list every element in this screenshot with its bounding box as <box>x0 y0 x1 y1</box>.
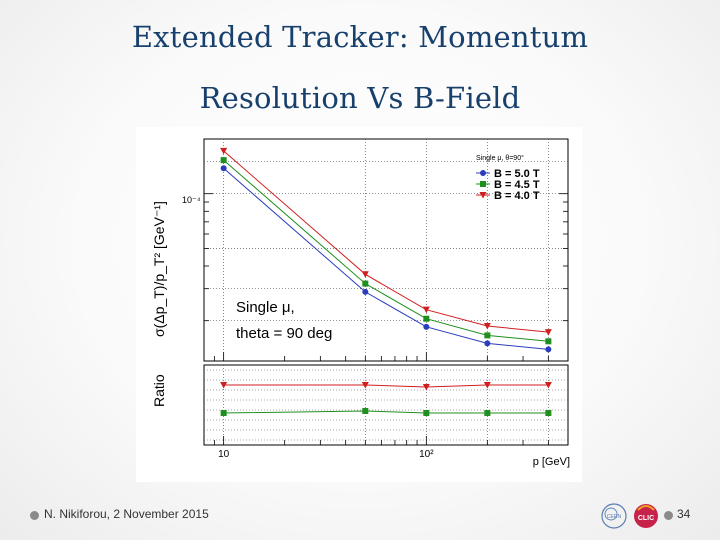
legend-label-1: B = 4.5 T <box>494 179 540 191</box>
legend-label-2: B = 4.0 T <box>494 190 540 202</box>
y-axis-label-ratio: Ratio <box>151 374 167 407</box>
main-series-2-point-2 <box>422 306 430 314</box>
ratio-grid <box>204 365 568 445</box>
main-series-1-point-0 <box>220 157 227 164</box>
ratio-series-1-point-3 <box>483 382 491 389</box>
main-series-1-point-4 <box>545 338 552 345</box>
footer-bullet-right <box>664 511 673 520</box>
legend: Single μ, θ=90° B = 5.0 TB = 4.5 TB = 4.… <box>476 154 540 202</box>
x-tick-label-100: 10² <box>419 449 434 460</box>
main-series-1-point-2 <box>423 315 430 322</box>
chart-svg: σ(Δp_T)/p_T² [GeV⁻¹] 10⁻⁴ Ratio 10 10² p… <box>151 138 570 468</box>
y-tick-label-main: 10⁻⁴ <box>182 195 201 205</box>
slide-title-line1: Extended Tracker: Momentum <box>131 20 589 54</box>
ratio-series-1-point-4 <box>544 382 552 389</box>
axis-ticks <box>203 138 569 445</box>
y-axis-label-main: σ(Δp_T)/p_T² [GeV⁻¹] <box>151 201 167 337</box>
footer-author: N. Nikiforou, 2 November 2015 <box>44 507 209 521</box>
main-series-1-point-1 <box>362 280 369 287</box>
ratio-series-1-point-2 <box>422 384 430 391</box>
annotation-line1: Single μ, <box>236 299 295 316</box>
ratio-series-0-point-0 <box>220 410 227 416</box>
clic-logo-text: CLIC <box>638 515 654 522</box>
legend-title: Single μ, θ=90° <box>476 154 524 162</box>
main-series-2-point-3 <box>483 322 491 330</box>
cern-logo-text: CERN <box>607 514 622 520</box>
footer-logos: CERN CLIC <box>601 503 658 529</box>
main-series-2-point-1 <box>361 271 369 278</box>
slide-title-line2: Resolution Vs B-Field <box>199 81 521 115</box>
ratio-series-group <box>220 382 552 416</box>
main-plot-frame <box>203 138 569 362</box>
main-series-0-point-1 <box>362 288 369 295</box>
main-grid <box>204 139 568 361</box>
ratio-plot-frame <box>203 364 569 446</box>
clic-logo: CLIC <box>634 504 658 528</box>
legend-label-0: B = 5.0 T <box>494 168 540 180</box>
ratio-series-0-point-1 <box>362 408 369 414</box>
main-series-group <box>220 147 552 353</box>
main-series-2-point-4 <box>544 329 552 336</box>
main-series-0-point-3 <box>484 340 491 347</box>
legend-marker-2 <box>479 192 487 199</box>
legend-marker-1 <box>480 181 486 187</box>
momentum-resolution-chart: σ(Δp_T)/p_T² [GeV⁻¹] 10⁻⁴ Ratio 10 10² p… <box>136 127 582 482</box>
main-series-1-point-3 <box>484 332 491 339</box>
cern-logo: CERN <box>601 503 627 529</box>
main-series-0-point-4 <box>545 346 552 353</box>
main-series-0-point-0 <box>220 165 227 172</box>
page-number: 34 <box>677 507 691 521</box>
ratio-series-1-point-0 <box>220 382 228 389</box>
legend-marker-0 <box>480 170 486 176</box>
main-series-2-point-0 <box>220 147 228 155</box>
ratio-series-0-point-3 <box>484 410 491 416</box>
ratio-series-1-point-1 <box>361 382 369 389</box>
main-series-0-point-2 <box>423 323 430 330</box>
footer-bullet-left <box>30 511 39 520</box>
ratio-series-0-point-2 <box>423 410 430 416</box>
x-tick-label-10: 10 <box>218 449 230 460</box>
annotation-line2: theta = 90 deg <box>236 325 332 342</box>
x-axis-label: p [GeV] <box>533 456 570 468</box>
ratio-series-0-point-4 <box>545 410 552 416</box>
